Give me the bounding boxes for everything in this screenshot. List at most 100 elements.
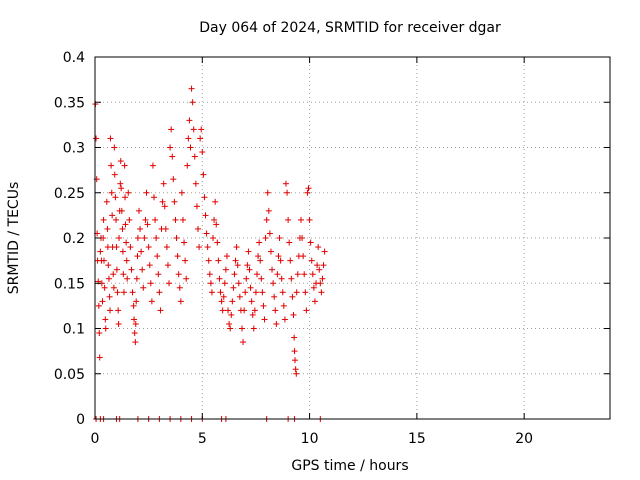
data-point (291, 357, 298, 364)
data-point (306, 216, 313, 223)
data-point (258, 275, 265, 282)
data-point (236, 293, 243, 300)
data-point (156, 289, 163, 296)
data-point (230, 284, 237, 291)
data-point (96, 354, 103, 361)
data-point (293, 289, 300, 296)
data-point (197, 135, 204, 142)
data-point (171, 198, 178, 205)
data-point (294, 271, 301, 278)
data-point (316, 266, 323, 273)
data-point (262, 235, 269, 241)
y-tick-label: 0.05 (54, 367, 85, 383)
data-point (310, 284, 317, 291)
data-point (99, 298, 106, 305)
data-point (193, 203, 200, 210)
data-point (223, 253, 230, 260)
data-point (121, 162, 128, 169)
data-point (115, 307, 122, 314)
data-point (140, 284, 147, 291)
data-point (314, 262, 321, 269)
data-point (275, 253, 282, 260)
data-point (134, 253, 141, 260)
data-point (95, 302, 102, 309)
data-points (92, 85, 328, 422)
data-point (228, 311, 235, 318)
plot-frame (94, 56, 611, 420)
data-point (289, 293, 296, 300)
data-point (127, 244, 134, 251)
data-point (267, 248, 274, 255)
data-point (290, 311, 297, 318)
data-point (108, 189, 115, 196)
data-point (211, 216, 218, 223)
data-point (272, 307, 279, 314)
data-point (131, 330, 138, 337)
data-point (319, 275, 326, 282)
data-point (161, 203, 168, 210)
data-point (269, 266, 276, 273)
data-point (235, 280, 242, 287)
data-point (274, 271, 281, 278)
data-point (167, 144, 174, 151)
data-point (122, 194, 129, 201)
data-point (113, 216, 120, 223)
data-point (110, 284, 117, 291)
data-point (177, 298, 184, 305)
data-point (96, 330, 103, 337)
data-point (205, 257, 212, 264)
data-point (97, 248, 104, 255)
data-point (242, 289, 249, 296)
data-point (261, 316, 268, 323)
axes (94, 56, 611, 420)
data-point (217, 289, 224, 296)
data-point (181, 239, 188, 246)
data-point (218, 298, 225, 305)
y-tick-label: 0 (76, 412, 85, 428)
data-point (149, 162, 156, 169)
data-point (151, 194, 158, 201)
data-point (174, 253, 181, 260)
data-point (189, 99, 196, 106)
data-point (185, 135, 192, 142)
data-point (118, 207, 125, 214)
data-point (301, 271, 308, 278)
data-point (132, 320, 139, 327)
data-point (196, 244, 203, 251)
data-point (159, 198, 166, 205)
data-point (105, 262, 112, 269)
data-point (288, 275, 295, 282)
x-tick-label: 10 (301, 431, 319, 447)
data-point (108, 162, 115, 169)
data-point (190, 126, 197, 133)
data-point (280, 302, 287, 309)
data-point (164, 262, 171, 269)
data-point (104, 225, 111, 232)
data-point (182, 257, 189, 264)
data-point (302, 289, 309, 296)
chart-title: Day 064 of 2024, SRMTID for receiver dga… (199, 20, 501, 36)
data-point (277, 257, 284, 264)
data-point (107, 307, 114, 314)
data-point (206, 271, 213, 278)
y-axis-label: SRMTID / TECUs (6, 182, 22, 295)
data-point (102, 325, 109, 332)
data-point (234, 262, 241, 269)
data-point (293, 370, 300, 377)
y-tick-label: 0.2 (63, 231, 85, 247)
data-point (309, 271, 316, 278)
data-point (183, 275, 190, 282)
data-point (110, 271, 117, 278)
data-point (232, 257, 239, 264)
y-tick-label: 0.1 (63, 322, 85, 338)
data-point (116, 235, 123, 241)
data-point (132, 339, 139, 346)
data-point (248, 298, 255, 305)
data-point (221, 280, 228, 287)
data-point (93, 135, 100, 142)
data-point (244, 262, 251, 269)
data-point (157, 307, 164, 314)
data-point (101, 257, 108, 264)
data-point (172, 216, 179, 223)
data-point (188, 85, 195, 92)
